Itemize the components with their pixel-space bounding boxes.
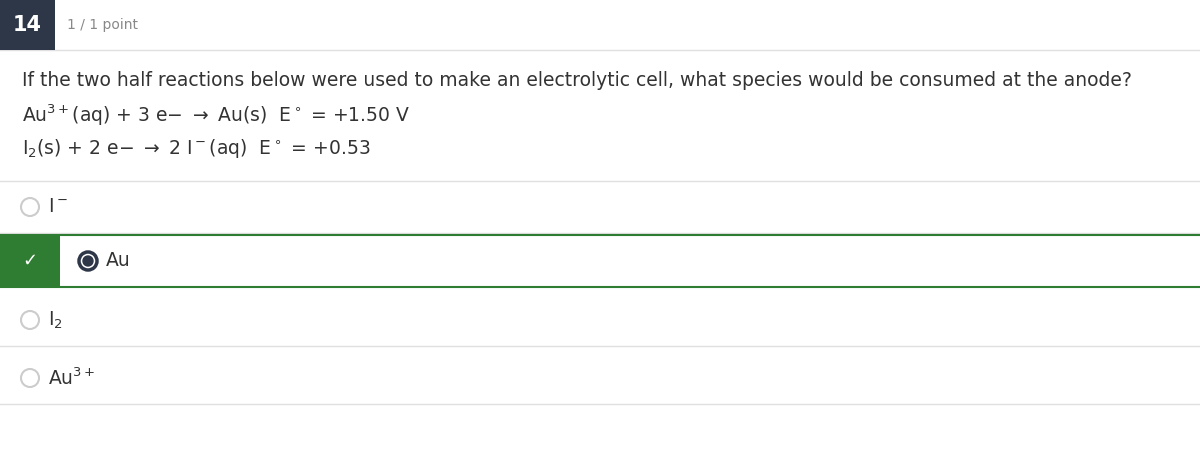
- Text: 14: 14: [13, 15, 42, 35]
- Text: I$_2$: I$_2$: [48, 309, 62, 331]
- Circle shape: [83, 256, 94, 266]
- Text: 1 / 1 point: 1 / 1 point: [67, 18, 138, 32]
- FancyBboxPatch shape: [60, 235, 1200, 287]
- Text: Au: Au: [106, 252, 131, 271]
- Text: If the two half reactions below were used to make an electrolytic cell, what spe: If the two half reactions below were use…: [22, 71, 1132, 89]
- FancyBboxPatch shape: [0, 235, 60, 287]
- FancyBboxPatch shape: [0, 0, 55, 50]
- Text: I$_2$(s) + 2 e$-$ $\rightarrow$ 2 I$^-$(aq)  E$^\circ$ = +0.53: I$_2$(s) + 2 e$-$ $\rightarrow$ 2 I$^-$(…: [22, 136, 371, 160]
- Text: Au$^{3+}$: Au$^{3+}$: [48, 367, 96, 389]
- Text: ✓: ✓: [23, 252, 37, 270]
- Text: Au$^{3+}$(aq) + 3 e$-$ $\rightarrow$ Au(s)  E$^\circ$ = +1.50 V: Au$^{3+}$(aq) + 3 e$-$ $\rightarrow$ Au(…: [22, 102, 410, 128]
- Text: I$^-$: I$^-$: [48, 197, 68, 217]
